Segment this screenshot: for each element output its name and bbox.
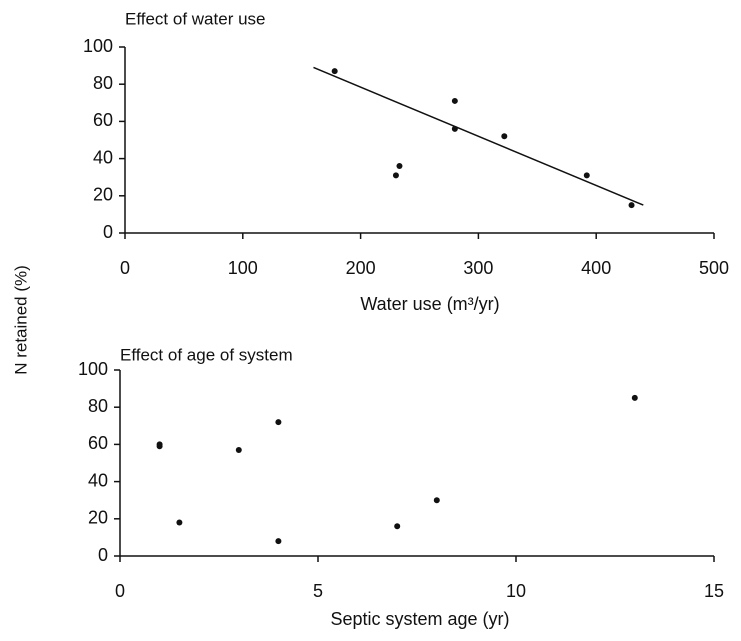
x-tick-label: 400 (581, 258, 611, 278)
point (451, 97, 458, 104)
point (156, 443, 163, 450)
x-axis-label: Septic system age (yr) (330, 609, 509, 629)
x-tick-label: 200 (346, 258, 376, 278)
y-tick-label: 60 (93, 110, 113, 130)
y-tick-label: 40 (93, 147, 113, 167)
fit-line (313, 66, 644, 206)
y-tick-label: 40 (88, 470, 108, 490)
point (631, 394, 638, 401)
x-tick-label: 5 (313, 581, 323, 601)
y-tick-label: 20 (93, 185, 113, 205)
y-tick-label: 100 (83, 36, 113, 56)
x-tick-label: 10 (506, 581, 526, 601)
x-tick-label: 500 (699, 258, 729, 278)
y-tick-label: 0 (103, 222, 113, 242)
point (433, 497, 440, 504)
x-tick-label: 0 (115, 581, 125, 601)
chart-title: Effect of water use (125, 9, 265, 28)
y-tick-label: 80 (88, 396, 108, 416)
point (235, 446, 242, 453)
y-tick-label: 0 (98, 545, 108, 565)
y-tick-label: 60 (88, 433, 108, 453)
x-tick-label: 15 (704, 581, 724, 601)
point (451, 125, 458, 132)
x-axis-label: Water use (m³/yr) (360, 294, 499, 314)
y-tick-label: 100 (78, 359, 108, 379)
point (394, 523, 401, 530)
chart-title: Effect of age of system (120, 345, 293, 364)
y-tick-label: 80 (93, 73, 113, 93)
point (176, 519, 183, 526)
point (501, 133, 508, 140)
x-tick-label: 100 (228, 258, 258, 278)
y-tick-label: 20 (88, 508, 108, 528)
point (331, 68, 338, 75)
point (628, 202, 635, 209)
point (392, 172, 399, 179)
point (396, 163, 403, 170)
x-tick-label: 0 (120, 258, 130, 278)
point (275, 419, 282, 426)
x-tick-label: 300 (463, 258, 493, 278)
point (583, 172, 590, 179)
y-axis-label: N retained (%) (11, 265, 30, 375)
point (275, 538, 282, 545)
